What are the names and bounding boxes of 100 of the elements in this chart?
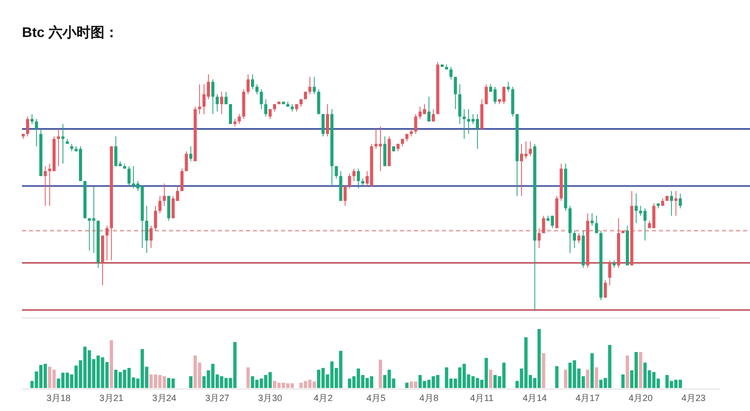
candlestick (520, 143, 524, 196)
bar (61, 372, 65, 388)
bar (233, 342, 237, 388)
bar (189, 376, 192, 388)
bar (489, 370, 492, 388)
bar (427, 380, 431, 388)
candlestick (326, 104, 330, 137)
candlestick (56, 128, 60, 167)
candlestick (634, 193, 638, 224)
bar (83, 346, 87, 388)
bar (405, 382, 409, 388)
candlestick (356, 168, 360, 189)
candlestick (105, 225, 109, 261)
bar (162, 376, 166, 388)
bar (356, 368, 360, 388)
candlestick (317, 88, 320, 114)
bar (110, 340, 114, 388)
candlestick (228, 104, 232, 124)
bar (444, 367, 448, 388)
bar (370, 376, 374, 388)
candlestick (528, 140, 532, 157)
candlestick (418, 106, 422, 120)
bar (599, 380, 603, 388)
bar (568, 362, 572, 388)
candlestick (224, 91, 228, 105)
bar (471, 376, 475, 388)
candlestick (462, 108, 466, 140)
candlestick (184, 150, 188, 172)
bar (171, 378, 175, 388)
candlestick (577, 232, 580, 244)
candlestick (374, 128, 378, 150)
x-tick-label: 4月11 (470, 393, 494, 403)
candlestick (128, 166, 131, 186)
candlestick (61, 124, 64, 164)
x-tick-label: 4月20 (628, 393, 653, 403)
candlestick (264, 98, 268, 117)
candlestick (542, 215, 546, 234)
bar (555, 366, 558, 388)
bar (48, 366, 52, 388)
candlestick (608, 260, 612, 286)
candlestick (383, 136, 386, 167)
candlestick (158, 196, 162, 214)
x-tick-label: 3月18 (46, 393, 70, 403)
candlestick (670, 190, 674, 216)
candlestick (34, 118, 38, 147)
bar (100, 357, 104, 388)
candlestick (344, 186, 347, 206)
x-tick-label: 4月23 (682, 393, 706, 403)
bar (674, 380, 678, 388)
x-tick-label: 4月5 (366, 393, 386, 403)
bar (149, 374, 153, 388)
bar (52, 370, 56, 388)
bar (590, 353, 594, 388)
candlestick (414, 114, 418, 134)
candlestick (322, 114, 325, 137)
candlestick (458, 84, 462, 124)
bar (88, 350, 92, 388)
candlestick (467, 108, 470, 134)
candlestick (594, 215, 598, 234)
candlestick (604, 280, 607, 298)
bar (250, 376, 254, 388)
bar (224, 378, 228, 388)
candlestick (167, 196, 170, 222)
x-tick-label: 4月8 (419, 393, 438, 403)
candlestick (211, 78, 214, 114)
bar (127, 368, 131, 388)
x-tick-label: 4月2 (314, 393, 333, 403)
bar (317, 370, 320, 388)
candlestick (334, 166, 338, 179)
candlestick (639, 205, 642, 216)
candlestick (198, 84, 202, 114)
candlestick (26, 116, 30, 137)
candlestick (674, 190, 678, 216)
bar (299, 382, 303, 388)
bar (158, 375, 162, 388)
candlestick (427, 96, 430, 122)
candlestick (30, 114, 34, 124)
bar (502, 362, 506, 388)
candlestick (220, 91, 224, 114)
candlestick (476, 114, 479, 150)
candlestick (216, 94, 219, 112)
bar (524, 337, 528, 388)
candlestick (348, 173, 352, 189)
bar (564, 370, 568, 388)
candlestick (250, 74, 254, 90)
bar (476, 378, 480, 388)
x-tick-label: 3月30 (258, 393, 282, 403)
bar (665, 375, 669, 388)
bar (643, 362, 647, 388)
candlestick (538, 228, 541, 248)
candlestick (378, 126, 382, 172)
bar (572, 360, 576, 388)
bar (594, 367, 598, 388)
candlestick (352, 168, 356, 182)
candlestick (454, 76, 457, 110)
candlestick (484, 84, 488, 105)
candlestick (308, 76, 312, 95)
candlestick (678, 193, 682, 209)
x-tick-label: 3月21 (99, 393, 124, 403)
candlestick (92, 186, 96, 254)
